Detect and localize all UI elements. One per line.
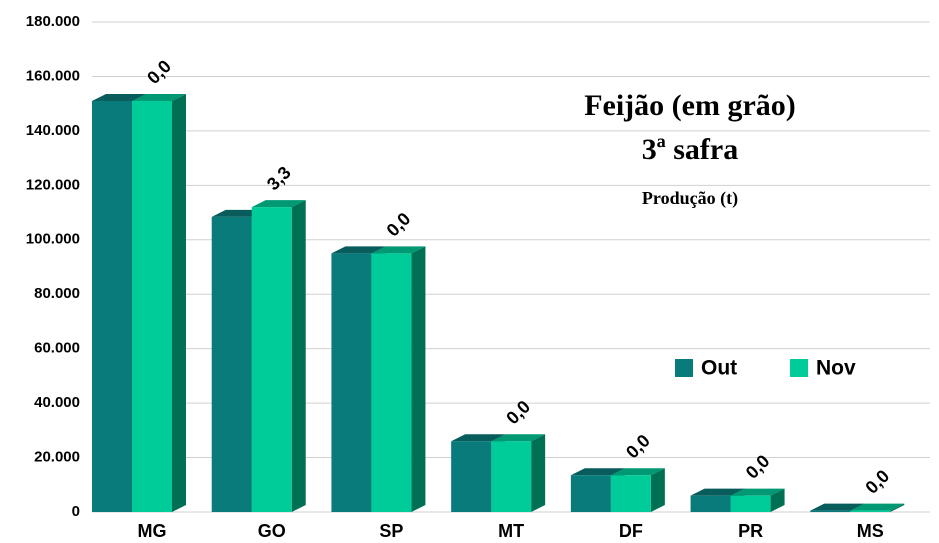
- annotation: 0,0: [742, 451, 774, 483]
- bar: [850, 510, 891, 512]
- bar-top: [331, 246, 386, 254]
- y-tick-label: 60.000: [34, 340, 80, 357]
- bar-top: [451, 434, 506, 442]
- bar: [371, 253, 412, 512]
- bar: [610, 475, 651, 512]
- bar-top: [850, 503, 905, 511]
- y-tick-label: 180.000: [26, 13, 80, 30]
- chart-subtitle: 3ª safra: [642, 133, 738, 166]
- x-tick-label: DF: [619, 521, 643, 541]
- bar-top: [491, 434, 546, 442]
- x-tick-label: MT: [498, 521, 524, 541]
- bar-top: [92, 93, 146, 101]
- y-tick-label: 160.000: [26, 67, 80, 84]
- annotation: 0,0: [143, 56, 175, 88]
- bar: [690, 495, 731, 512]
- legend-label: Out: [701, 357, 737, 380]
- bar: [451, 441, 492, 512]
- bar: [810, 510, 851, 512]
- bar-side: [531, 434, 546, 512]
- bar-top: [690, 488, 745, 496]
- x-tick-label: MS: [857, 521, 884, 541]
- bar: [251, 207, 292, 512]
- x-tick-label: MG: [138, 521, 167, 541]
- bar: [132, 100, 172, 512]
- bar: [331, 253, 372, 512]
- bar: [92, 100, 132, 512]
- bar: [730, 495, 771, 512]
- bar: [491, 441, 532, 512]
- x-tick-label: PR: [738, 521, 763, 541]
- x-tick-label: GO: [258, 521, 286, 541]
- legend-label: Nov: [816, 357, 856, 380]
- y-tick-label: 120.000: [26, 176, 80, 193]
- legend-swatch: [790, 359, 808, 377]
- annotation: 3,3: [263, 162, 295, 194]
- y-tick-label: 20.000: [34, 449, 80, 466]
- bar-top: [610, 468, 665, 476]
- legend-swatch: [675, 359, 693, 377]
- bar: [211, 216, 252, 512]
- bar-top: [371, 246, 426, 254]
- y-tick-label: 140.000: [26, 122, 80, 139]
- x-tick-label: SP: [379, 521, 403, 541]
- y-tick-label: 0: [72, 503, 80, 520]
- bar-top: [570, 468, 625, 476]
- bar-side: [411, 246, 426, 512]
- bar-top: [251, 200, 306, 208]
- bar-side: [650, 468, 665, 512]
- bar-top: [730, 488, 785, 496]
- bar-side: [770, 488, 785, 512]
- bar-top: [132, 93, 186, 101]
- bar-side: [890, 503, 905, 512]
- y-tick-label: 80.000: [34, 285, 80, 302]
- chart-title: Feijão (em grão): [584, 89, 796, 122]
- y-axis-label: Produção (t): [642, 188, 738, 209]
- bar-side: [291, 200, 306, 512]
- y-tick-label: 40.000: [34, 394, 80, 411]
- annotation: 0,0: [861, 466, 893, 498]
- bar-side: [172, 93, 186, 512]
- annotation: 0,0: [383, 209, 415, 241]
- bar-top: [810, 503, 865, 511]
- bar: [570, 475, 611, 512]
- annotation: 0,0: [502, 396, 534, 428]
- y-tick-label: 100.000: [26, 231, 80, 248]
